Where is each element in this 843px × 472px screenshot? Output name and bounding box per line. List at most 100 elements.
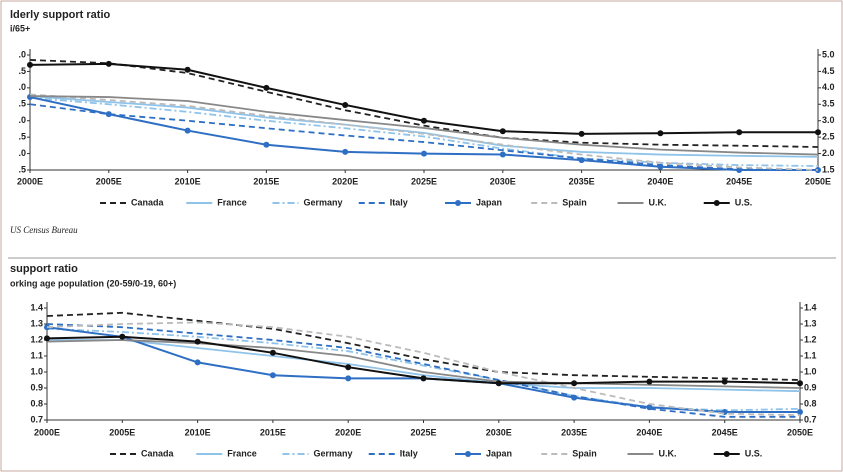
y2-tick-label: 1.2 bbox=[804, 334, 817, 344]
x-tick-label: 2005E bbox=[109, 427, 135, 437]
series-point bbox=[571, 394, 578, 401]
chart-subtitle: orking age population (20-59/0-19, 60+) bbox=[10, 278, 176, 288]
y2-tick-label: 3.0 bbox=[822, 115, 835, 125]
series-point bbox=[184, 127, 191, 134]
series-line bbox=[29, 103, 819, 171]
series-point bbox=[646, 404, 653, 411]
series-point bbox=[342, 148, 349, 155]
series-point bbox=[194, 338, 201, 345]
series-point bbox=[44, 335, 50, 342]
x-tick-label: 2040E bbox=[647, 176, 673, 186]
legend-label: U.K. bbox=[659, 448, 677, 458]
series-point bbox=[27, 61, 33, 68]
x-tick-label: 2030E bbox=[486, 427, 512, 437]
series-point bbox=[194, 359, 201, 366]
y2-tick-label: 2.5 bbox=[822, 132, 835, 142]
legend-label: Germany bbox=[314, 448, 353, 458]
series-line bbox=[46, 311, 801, 381]
x-tick-label: 2025E bbox=[411, 176, 437, 186]
series-point bbox=[420, 375, 427, 382]
series-line bbox=[29, 95, 819, 158]
series-line bbox=[29, 95, 819, 156]
series-line bbox=[29, 93, 819, 171]
series-point bbox=[499, 151, 506, 158]
y-tick-label: .0 bbox=[18, 115, 26, 125]
series-point bbox=[657, 130, 664, 137]
x-tick-label: 2000E bbox=[34, 427, 60, 437]
x-tick-label: 2005E bbox=[96, 176, 122, 186]
y-tick-label: .0 bbox=[18, 82, 26, 92]
legend-marker bbox=[455, 200, 461, 206]
y2-tick-label: 4.5 bbox=[822, 66, 835, 76]
series-point bbox=[263, 84, 270, 91]
x-tick-label: 2035E bbox=[569, 176, 595, 186]
x-tick-label: 2050E bbox=[787, 427, 813, 437]
legend-marker bbox=[713, 200, 720, 206]
y2-tick-label: 0.9 bbox=[804, 382, 817, 392]
y-tick-label: .0 bbox=[18, 49, 26, 59]
series-point bbox=[105, 111, 112, 118]
y2-tick-label: 5.0 bbox=[822, 49, 835, 59]
series-line bbox=[46, 323, 800, 418]
legend-label: Spain bbox=[562, 197, 587, 207]
series-point bbox=[105, 60, 112, 67]
y-tick-label: .0 bbox=[18, 148, 26, 158]
series-point bbox=[736, 129, 743, 136]
y-tick-label: 1.0 bbox=[30, 366, 43, 376]
x-tick-label: 2015E bbox=[260, 427, 286, 437]
legend-marker bbox=[723, 451, 730, 457]
x-tick-label: 2015E bbox=[253, 176, 279, 186]
series-point bbox=[495, 380, 502, 387]
series-point bbox=[345, 364, 352, 371]
legend-label: U.K. bbox=[649, 197, 667, 207]
y2-tick-label: 1.5 bbox=[822, 164, 835, 174]
x-tick-label: 2020E bbox=[332, 176, 358, 186]
legend-label: Japan bbox=[476, 197, 502, 207]
x-tick-label: 2050E bbox=[805, 176, 831, 186]
y2-tick-label: 4.0 bbox=[822, 82, 835, 92]
series-point bbox=[657, 163, 664, 170]
series-point bbox=[184, 66, 191, 73]
series-line bbox=[46, 339, 801, 389]
chart-subtitle: i/65+ bbox=[10, 23, 30, 33]
series-point bbox=[345, 375, 352, 382]
y2-tick-label: 3.5 bbox=[822, 99, 835, 109]
legend-label: Japan bbox=[486, 448, 512, 458]
x-tick-label: 2010E bbox=[185, 427, 211, 437]
series-point bbox=[736, 167, 743, 173]
x-tick-label: 2045E bbox=[726, 176, 752, 186]
series-point bbox=[499, 128, 506, 135]
y-tick-label: 0.7 bbox=[30, 414, 43, 424]
legend-label: U.S. bbox=[745, 448, 763, 458]
y-tick-label: .5 bbox=[18, 164, 26, 174]
y2-tick-label: 1.4 bbox=[804, 302, 817, 312]
y2-tick-label: 1.3 bbox=[804, 318, 817, 328]
series-point bbox=[342, 101, 349, 108]
legend-label: France bbox=[227, 448, 257, 458]
series-point bbox=[421, 117, 427, 124]
series-point bbox=[797, 409, 803, 415]
series-point bbox=[263, 141, 270, 148]
x-tick-label: 2040E bbox=[636, 427, 662, 437]
series-point bbox=[421, 150, 427, 157]
legend-label: France bbox=[217, 197, 247, 207]
series-point bbox=[571, 380, 578, 387]
series-point bbox=[646, 378, 653, 385]
x-tick-label: 2010E bbox=[175, 176, 201, 186]
y2-tick-label: 0.8 bbox=[804, 398, 817, 408]
y2-tick-label: 2.0 bbox=[822, 148, 835, 158]
x-tick-label: 2030E bbox=[490, 176, 516, 186]
series-line bbox=[47, 339, 801, 393]
series-point bbox=[797, 380, 803, 387]
y-tick-label: 0.8 bbox=[30, 398, 43, 408]
legend-label: Spain bbox=[572, 448, 597, 458]
x-tick-label: 2025E bbox=[410, 427, 436, 437]
series-point bbox=[578, 130, 585, 137]
series-point bbox=[119, 333, 126, 340]
y2-tick-label: 1.1 bbox=[804, 350, 817, 360]
y-tick-label: .5 bbox=[18, 99, 26, 109]
series-point bbox=[269, 372, 276, 379]
x-tick-label: 2035E bbox=[561, 427, 587, 437]
